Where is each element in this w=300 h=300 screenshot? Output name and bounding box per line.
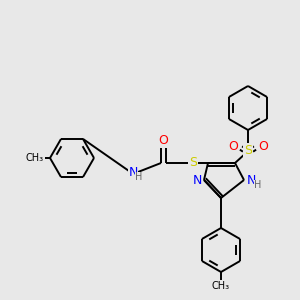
Text: CH₃: CH₃ bbox=[212, 281, 230, 291]
Text: S: S bbox=[189, 157, 197, 169]
Text: O: O bbox=[258, 140, 268, 154]
Text: H: H bbox=[254, 180, 262, 190]
Text: S: S bbox=[244, 143, 252, 157]
Text: N: N bbox=[192, 173, 202, 187]
Text: H: H bbox=[135, 172, 143, 182]
Text: N: N bbox=[246, 173, 256, 187]
Text: O: O bbox=[158, 134, 168, 148]
Text: O: O bbox=[228, 140, 238, 154]
Text: N: N bbox=[128, 166, 138, 178]
Text: CH₃: CH₃ bbox=[26, 153, 44, 163]
